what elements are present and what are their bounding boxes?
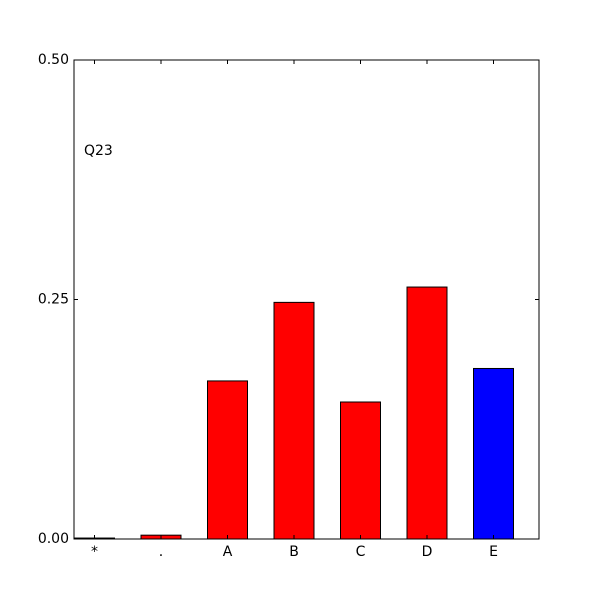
x-tick-label: B [289,544,299,560]
plot-frame [73,59,540,540]
bar [273,301,315,540]
x-tick-label: A [223,544,233,560]
bar [207,380,248,540]
y-tick-label: 0.00 [38,531,69,547]
y-tick-label: 0.50 [38,52,69,68]
x-tick-label: . [159,544,163,560]
y-tick-label: 0.25 [38,292,69,308]
x-tick-label: * [91,544,98,560]
annotation: Q23 [84,143,113,159]
x-tick-label: C [356,544,366,560]
x-tick-label: D [422,544,433,560]
bar [340,401,381,540]
bar [406,286,448,540]
bar [473,367,514,540]
x-tick-label: E [489,544,498,560]
